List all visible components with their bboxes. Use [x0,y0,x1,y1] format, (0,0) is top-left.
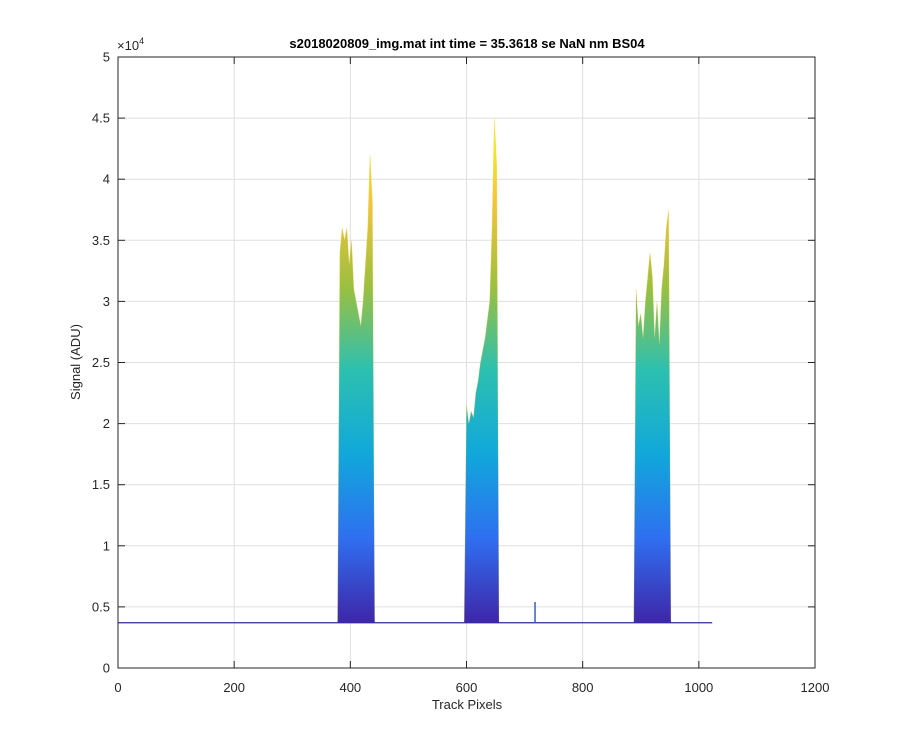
data-layer [118,118,713,624]
signal-peak-edge [633,209,672,621]
y-tick-label: 0.5 [92,599,110,614]
x-tick-label: 400 [339,680,361,695]
y-exponent-label: ×104 [117,36,144,53]
x-tick-label: 0 [114,680,121,695]
axes-layer: 0 200 400 600 800 1000 1200 0 0.5 1 1.5 2 2.5 3 3.5 4 4.… [92,50,830,696]
y-tick-label: 3.5 [92,233,110,248]
signal-peak-edge [337,154,376,621]
x-axis-label: Track Pixels [432,697,503,712]
signal-peak-peak-2 [464,118,500,623]
x-tick-label: 800 [572,680,594,695]
signal-peak-peak-3 [633,209,671,623]
y-tick-label: 5 [103,50,110,65]
signal-peak-edge [463,118,500,621]
y-tick-label: 0 [103,661,110,676]
chart-title: s2018020809_img.mat int time = 35.3618 s… [289,36,645,51]
y-tick-label: 4 [103,172,110,187]
x-tick-label: 1200 [801,680,830,695]
x-tick-label: 200 [223,680,245,695]
y-tick-label: 2.5 [92,355,110,370]
x-tick-label: 600 [456,680,478,695]
y-axis-label: Signal (ADU) [68,324,83,400]
x-tick-label: 1000 [684,680,713,695]
y-tick-label: 2 [103,416,110,431]
label-layer: s2018020809_img.mat int time = 35.3618 s… [68,36,645,712]
signal-peak-peak-1 [337,154,375,623]
y-tick-label: 1.5 [92,477,110,492]
y-tick-label: 1 [103,538,110,553]
y-tick-label: 4.5 [92,111,110,126]
y-tick-label: 3 [103,294,110,309]
